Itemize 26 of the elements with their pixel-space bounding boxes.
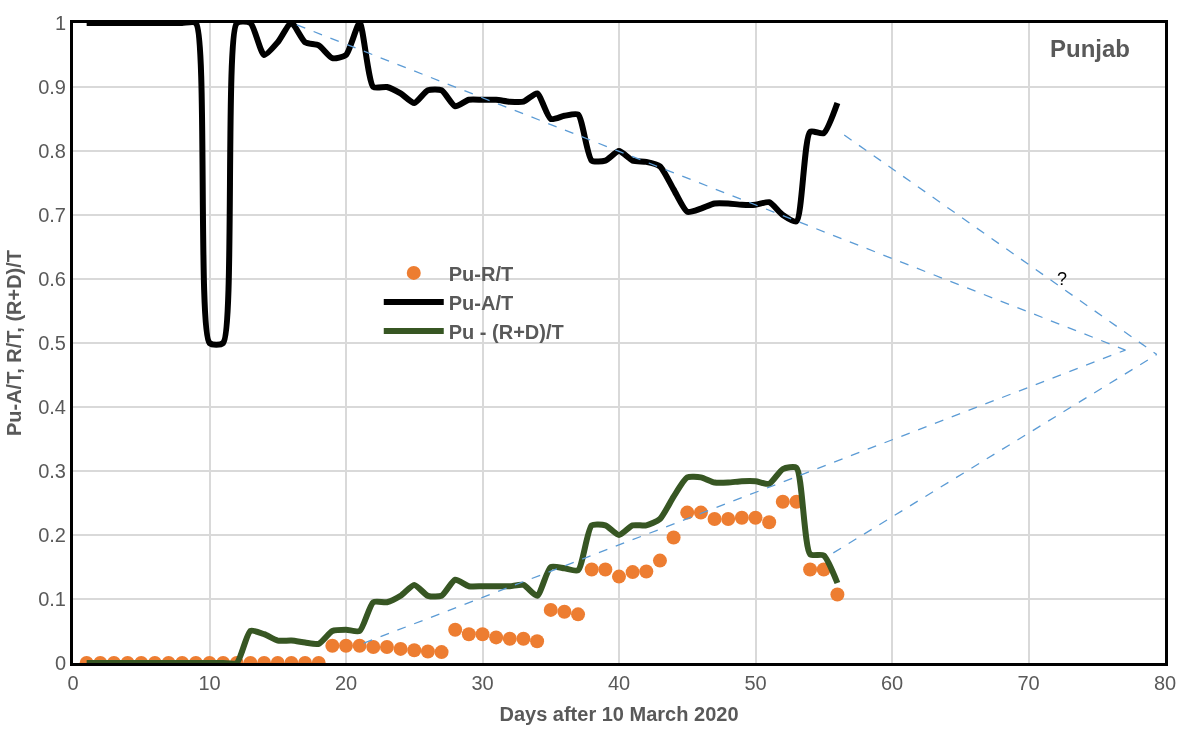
y-tick-label: 0.3 bbox=[38, 460, 66, 482]
annotation: Punjab bbox=[1050, 35, 1131, 62]
legend-label: Pu - (R+D)/T bbox=[448, 320, 564, 343]
legend-label: Pu-R/T bbox=[448, 262, 514, 285]
x-tick-label: 10 bbox=[198, 672, 221, 694]
x-tick-label: 50 bbox=[744, 672, 767, 694]
annotation: ? bbox=[1057, 269, 1068, 289]
x-tick-label: 40 bbox=[607, 672, 631, 694]
y-tick-label: 1 bbox=[54, 12, 66, 34]
y-tick-label: 0 bbox=[54, 652, 66, 674]
x-tick-label: 70 bbox=[1017, 672, 1040, 694]
x-axis-title: Days after 10 March 2020 bbox=[499, 702, 739, 725]
y-tick-label: 0.2 bbox=[38, 524, 66, 546]
y-tick-label: 0.7 bbox=[38, 204, 66, 226]
x-tick-label: 30 bbox=[471, 672, 494, 694]
x-tick-label: 20 bbox=[334, 672, 358, 694]
y-tick-label: 0.1 bbox=[38, 588, 66, 610]
y-axis-title: Pu-A/T, R/T, (R+D)/T bbox=[2, 249, 25, 437]
legend-label: Pu-A/T bbox=[448, 291, 514, 314]
x-tick-label: 60 bbox=[880, 672, 904, 694]
y-tick-label: 0.9 bbox=[38, 76, 66, 98]
y-tick-label: 0.6 bbox=[38, 268, 66, 290]
y-tick-label: 0.5 bbox=[38, 332, 66, 354]
y-tick-label: 0.4 bbox=[38, 396, 66, 418]
x-tick-label: 80 bbox=[1153, 672, 1177, 694]
y-tick-label: 0.8 bbox=[38, 140, 66, 162]
